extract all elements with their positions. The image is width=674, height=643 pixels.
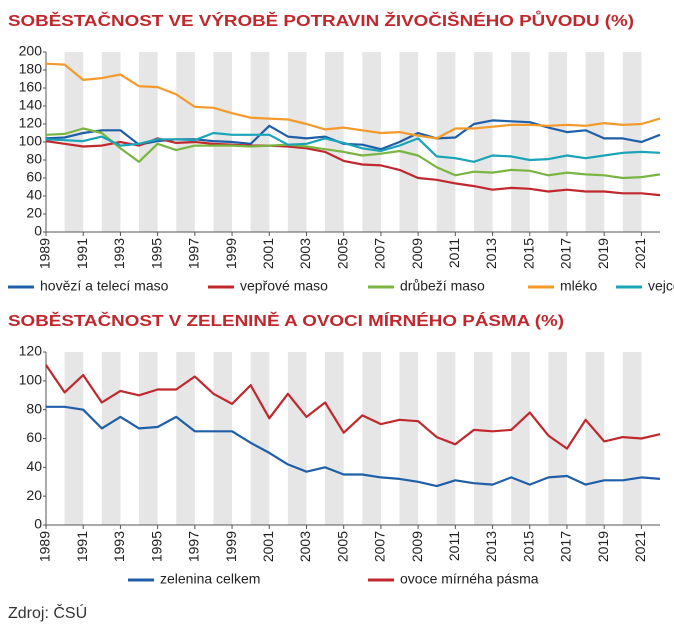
y-tick-label: 20 — [26, 205, 42, 221]
stripe — [436, 52, 456, 232]
x-tick-label: 2017 — [558, 238, 574, 269]
x-tick-label: 1997 — [186, 238, 202, 269]
stripe — [325, 352, 344, 525]
y-tick-label: 0 — [34, 223, 42, 239]
stripe — [585, 52, 605, 232]
stripe — [325, 52, 344, 232]
y-tick-label: 120 — [19, 115, 43, 131]
stripe — [511, 352, 530, 525]
x-tick-label: 1991 — [74, 531, 90, 562]
x-tick-label: 1989 — [37, 238, 53, 269]
x-tick-label: 2011 — [446, 238, 462, 268]
x-tick-label: 2019 — [595, 238, 611, 269]
series-line — [45, 137, 661, 197]
y-tick-label: 120 — [19, 343, 43, 359]
y-tick-label: 200 — [19, 43, 43, 59]
x-tick-label: 2021 — [632, 238, 648, 269]
legend-label: hovězí a telecí maso — [40, 278, 169, 294]
stripe — [548, 352, 567, 525]
legend-label: zelenina celkem — [160, 571, 260, 587]
x-tick-label: 2007 — [372, 238, 388, 269]
stripe — [399, 352, 419, 525]
chart-title: SOBĚSTAČNOST V ZELENINĚ A OVOCI MÍRNÉHO … — [8, 311, 564, 330]
series-line — [45, 131, 661, 163]
legend-label: ovoce mírnéha pásma — [400, 571, 539, 587]
x-tick-label: 2005 — [334, 531, 350, 562]
y-tick-label: 160 — [19, 79, 43, 95]
series-line — [46, 405, 661, 488]
x-tick-label: 1997 — [186, 531, 202, 562]
x-tick-label: 2003 — [297, 531, 313, 562]
y-tick-label: 0 — [34, 516, 42, 532]
y-tick-label: 80 — [26, 151, 42, 167]
x-tick-label: 2009 — [409, 531, 425, 562]
legend-label: drůbeží maso — [400, 278, 485, 294]
x-tick-label: 1999 — [223, 531, 239, 562]
x-tick-label: 2009 — [409, 238, 425, 269]
stripe — [213, 352, 233, 525]
x-tick-label: 1995 — [148, 531, 164, 562]
y-tick-label: 100 — [19, 372, 43, 388]
legend-label: vepřové maso — [240, 278, 328, 294]
series-line — [45, 364, 661, 450]
y-tick-label: 20 — [26, 487, 42, 503]
x-tick-label: 1993 — [111, 531, 127, 562]
stripe — [139, 352, 158, 525]
x-tick-label: 1991 — [74, 238, 90, 269]
source: Zdroj: ČSÚ — [8, 603, 87, 622]
stripe — [362, 352, 381, 525]
y-tick-label: 40 — [26, 458, 42, 474]
stripe — [548, 52, 567, 232]
x-tick-label: 2015 — [520, 531, 536, 562]
x-tick-label: 1989 — [37, 531, 53, 562]
y-tick-label: 180 — [19, 61, 43, 77]
stripe — [511, 52, 530, 232]
stripe — [64, 52, 84, 232]
stripe — [287, 52, 307, 232]
x-tick-label: 2015 — [520, 238, 536, 269]
stripe — [250, 352, 270, 525]
stripe — [101, 352, 121, 525]
y-tick-label: 80 — [26, 400, 42, 416]
legend-label: vejce — [648, 278, 674, 294]
legend-label: mléko — [560, 278, 598, 294]
x-tick-label: 2013 — [483, 238, 499, 269]
x-tick-label: 2001 — [260, 531, 276, 562]
stripe — [64, 352, 84, 525]
x-tick-label: 2003 — [297, 238, 313, 269]
x-tick-label: 2011 — [446, 531, 462, 561]
stripe — [473, 52, 493, 232]
stripe — [362, 52, 381, 232]
x-tick-label: 2007 — [372, 531, 388, 562]
y-tick-label: 40 — [26, 187, 42, 203]
stripe — [176, 352, 195, 525]
y-tick-label: 100 — [19, 133, 43, 149]
series-line — [45, 127, 661, 180]
series-line — [45, 62, 661, 140]
y-tick-label: 60 — [26, 169, 42, 185]
stripe — [250, 52, 270, 232]
y-tick-label: 60 — [26, 429, 42, 445]
x-tick-label: 2001 — [260, 238, 276, 269]
stripe — [473, 352, 493, 525]
stripe — [287, 352, 307, 525]
x-tick-label: 2019 — [595, 531, 611, 562]
x-tick-label: 2017 — [558, 531, 574, 562]
x-tick-label: 2021 — [632, 531, 648, 562]
x-tick-label: 1993 — [111, 238, 127, 269]
x-tick-label: 1999 — [223, 238, 239, 269]
x-tick-label: 1995 — [148, 238, 164, 269]
stripe — [622, 52, 642, 232]
y-tick-label: 140 — [19, 97, 43, 113]
x-tick-label: 2005 — [334, 238, 350, 269]
x-tick-label: 2013 — [483, 531, 499, 562]
chart-title: SOBĚSTAČNOST VE VÝROBĚ POTRAVIN ŽIVOČIŠN… — [8, 10, 634, 30]
